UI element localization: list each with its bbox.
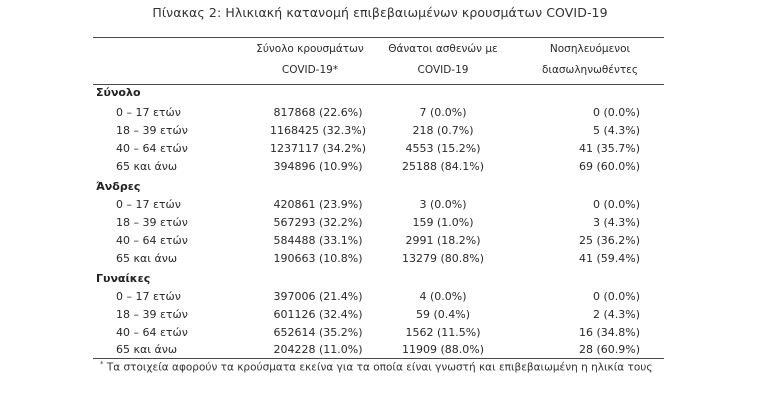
age-cell: 0 – 17 ετών [116, 290, 181, 303]
table-caption: Πίνακας 2: Ηλικιακή κατανομή επιβεβαιωμέ… [152, 5, 608, 20]
age-cell: 0 – 17 ετών [116, 106, 181, 119]
footnote: * Τα στοιχεία αφορούν τα κρούσματα εκείν… [100, 360, 653, 374]
deaths-cell: 13279 (80.8%) [401, 252, 485, 265]
footnote-text: Τα στοιχεία αφορούν τα κρούσματα εκείνα … [106, 361, 653, 374]
cases-cell: 420861 (23.9%) [273, 198, 363, 211]
header-icu-line1: Νοσηλευόμενοι [549, 43, 631, 55]
table-row: 40 – 64 ετών 1237117 (34.2%) 4553 (15.2%… [0, 142, 760, 159]
header-cases-line2: COVID-19* [281, 64, 339, 76]
top-rule [93, 37, 664, 38]
age-cell: 65 και άνω [116, 343, 178, 356]
age-cell: 18 – 39 ετών [116, 124, 188, 137]
icu-cell: 69 (60.0%) [578, 160, 640, 173]
group-title-women: Γυναίκες [96, 272, 151, 285]
age-cell: 18 – 39 ετών [116, 216, 188, 229]
age-cell: 40 – 64 ετών [116, 234, 188, 247]
age-cell: 40 – 64 ετών [116, 142, 188, 155]
table-row: 18 – 39 ετών 601126 (32.4%) 59 (0.4%) 2 … [0, 308, 760, 325]
deaths-cell: 4 (0.0%) [419, 290, 467, 303]
header-icu-line2: διασωληνωθέντες [542, 64, 638, 76]
table-row: 65 και άνω 204228 (11.0%) 11909 (88.0%) … [0, 343, 760, 360]
cases-cell: 394896 (10.9%) [273, 160, 363, 173]
cases-cell: 584488 (33.1%) [273, 234, 363, 247]
cases-cell: 1168425 (32.3%) [269, 124, 366, 137]
icu-cell: 41 (59.4%) [578, 252, 640, 265]
icu-cell: 5 (4.3%) [592, 124, 640, 137]
deaths-cell: 1562 (11.5%) [405, 326, 481, 339]
cases-cell: 204228 (11.0%) [273, 343, 363, 356]
deaths-cell: 7 (0.0%) [419, 106, 467, 119]
header-deaths-line1: Θάνατοι ασθενών με [388, 43, 498, 55]
table-row: 0 – 17 ετών 420861 (23.9%) 3 (0.0%) 0 (0… [0, 198, 760, 215]
group-title-total: Σύνολο [96, 86, 141, 99]
deaths-cell: 4553 (15.2%) [405, 142, 481, 155]
icu-cell: 28 (60.9%) [578, 343, 640, 356]
icu-cell: 2 (4.3%) [592, 308, 640, 321]
icu-cell: 16 (34.8%) [578, 326, 640, 339]
table-row: 40 – 64 ετών 652614 (35.2%) 1562 (11.5%)… [0, 326, 760, 343]
icu-cell: 3 (4.3%) [592, 216, 640, 229]
cases-cell: 190663 (10.8%) [273, 252, 363, 265]
cases-cell: 397006 (21.4%) [273, 290, 363, 303]
deaths-cell: 2991 (18.2%) [405, 234, 481, 247]
icu-cell: 25 (36.2%) [578, 234, 640, 247]
bottom-rule [93, 358, 664, 359]
header-cases: Σύνολο κρουσμάτων COVID-19* [240, 39, 380, 81]
deaths-cell: 25188 (84.1%) [401, 160, 485, 173]
footnote-mark: * [100, 360, 104, 368]
cases-cell: 1237117 (34.2%) [269, 142, 366, 155]
deaths-cell: 59 (0.4%) [415, 308, 471, 321]
age-cell: 18 – 39 ετών [116, 308, 188, 321]
cases-cell: 601126 (32.4%) [273, 308, 363, 321]
age-cell: 0 – 17 ετών [116, 198, 181, 211]
header-deaths: Θάνατοι ασθενών με COVID-19 [373, 39, 513, 81]
cases-cell: 652614 (35.2%) [273, 326, 363, 339]
icu-cell: 0 (0.0%) [592, 198, 640, 211]
table-row: 40 – 64 ετών 584488 (33.1%) 2991 (18.2%)… [0, 234, 760, 251]
cases-cell: 817868 (22.6%) [273, 106, 363, 119]
deaths-cell: 218 (0.7%) [412, 124, 474, 137]
age-cell: 40 – 64 ετών [116, 326, 188, 339]
table-row: 0 – 17 ετών 817868 (22.6%) 7 (0.0%) 0 (0… [0, 106, 760, 123]
icu-cell: 0 (0.0%) [592, 106, 640, 119]
icu-cell: 41 (35.7%) [578, 142, 640, 155]
table-row: 65 και άνω 190663 (10.8%) 13279 (80.8%) … [0, 252, 760, 269]
header-cases-line1: Σύνολο κρουσμάτων [256, 43, 364, 55]
header-rule [93, 84, 664, 85]
table-row: 0 – 17 ετών 397006 (21.4%) 4 (0.0%) 0 (0… [0, 290, 760, 307]
table-row: 18 – 39 ετών 567293 (32.2%) 159 (1.0%) 3… [0, 216, 760, 233]
header-icu: Νοσηλευόμενοι διασωληνωθέντες [525, 39, 655, 81]
cases-cell: 567293 (32.2%) [273, 216, 363, 229]
table-row: 18 – 39 ετών 1168425 (32.3%) 218 (0.7%) … [0, 124, 760, 141]
deaths-cell: 159 (1.0%) [412, 216, 474, 229]
deaths-cell: 11909 (88.0%) [401, 343, 485, 356]
deaths-cell: 3 (0.0%) [419, 198, 467, 211]
icu-cell: 0 (0.0%) [592, 290, 640, 303]
age-cell: 65 και άνω [116, 252, 178, 265]
table-row: 65 και άνω 394896 (10.9%) 25188 (84.1%) … [0, 160, 760, 177]
age-cell: 65 και άνω [116, 160, 178, 173]
header-deaths-line2: COVID-19 [417, 64, 469, 76]
group-title-men: Άνδρες [96, 180, 141, 193]
